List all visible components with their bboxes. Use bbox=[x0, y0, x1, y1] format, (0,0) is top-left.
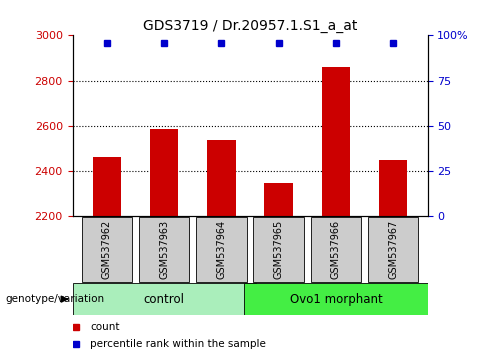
Text: count: count bbox=[90, 321, 120, 332]
Title: GDS3719 / Dr.20957.1.S1_a_at: GDS3719 / Dr.20957.1.S1_a_at bbox=[143, 19, 357, 33]
Bar bbox=[310, 217, 361, 282]
Bar bbox=[322, 68, 350, 216]
Bar bbox=[254, 217, 304, 282]
Text: GSM537964: GSM537964 bbox=[216, 220, 226, 279]
Text: GSM537962: GSM537962 bbox=[102, 220, 112, 279]
Bar bbox=[82, 217, 132, 282]
Bar bbox=[368, 217, 418, 282]
Text: GSM537966: GSM537966 bbox=[331, 220, 341, 279]
Text: GSM537965: GSM537965 bbox=[274, 220, 283, 279]
Bar bbox=[207, 140, 236, 216]
Text: GSM537967: GSM537967 bbox=[388, 220, 398, 279]
Bar bbox=[379, 160, 408, 216]
Bar bbox=[244, 283, 428, 315]
Text: Ovo1 morphant: Ovo1 morphant bbox=[290, 293, 382, 306]
Bar bbox=[72, 283, 256, 315]
Bar bbox=[139, 217, 190, 282]
Text: genotype/variation: genotype/variation bbox=[5, 294, 104, 304]
Text: GSM537963: GSM537963 bbox=[159, 220, 169, 279]
Bar bbox=[150, 129, 178, 216]
Bar bbox=[92, 157, 121, 216]
Bar bbox=[264, 183, 293, 216]
Bar bbox=[196, 217, 246, 282]
Text: control: control bbox=[144, 293, 184, 306]
Text: percentile rank within the sample: percentile rank within the sample bbox=[90, 339, 266, 349]
